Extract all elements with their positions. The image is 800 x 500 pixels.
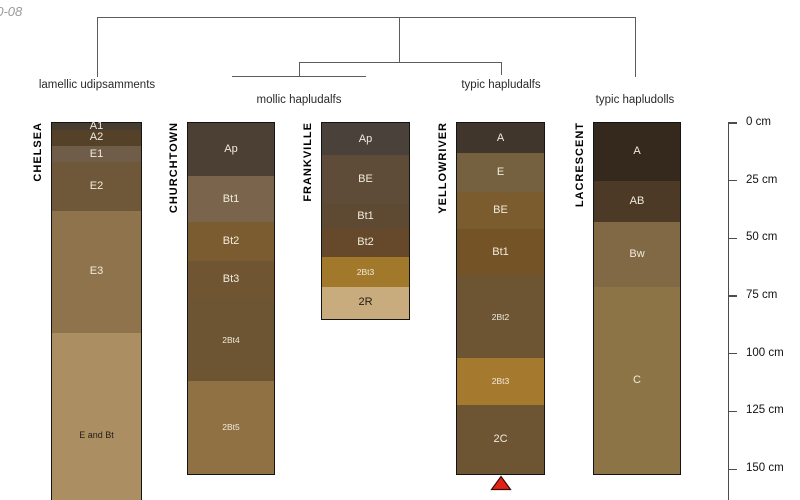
depth-tick	[728, 295, 737, 297]
horizon-band: 2Bt5	[188, 381, 274, 474]
horizon-band: E	[457, 153, 544, 193]
horizon-label: A2	[89, 131, 104, 144]
depth-tick	[728, 468, 737, 470]
horizon-band: Bt3	[188, 261, 274, 299]
dendrogram-segment	[97, 17, 635, 19]
watermark-text: 10-08	[0, 4, 23, 19]
depth-tick-label: 125 cm	[746, 404, 784, 417]
depth-tick-label: 75 cm	[746, 289, 778, 302]
horizon-label: Bt2	[357, 236, 374, 249]
horizon-band: E1	[52, 146, 141, 163]
series-name-label: FRANKVILLE	[302, 122, 314, 202]
horizon-label: 2R	[358, 296, 373, 309]
dendrogram-segment	[501, 62, 503, 75]
horizon-label: Bt3	[222, 273, 240, 286]
dendrogram-segment	[635, 17, 637, 77]
flag-marker-triangle	[490, 475, 512, 491]
horizon-label: 2Bt2	[491, 311, 510, 322]
horizon-band: 2Bt3	[322, 256, 409, 287]
horizon-band: Bt1	[457, 229, 544, 276]
depth-tick-label: 0 cm	[746, 116, 771, 128]
horizon-label: 2C	[493, 432, 508, 445]
horizon-label: A	[496, 131, 505, 144]
horizon-label: AB	[629, 194, 645, 207]
horizon-label: E2	[89, 179, 104, 192]
horizon-band: Bt1	[188, 176, 274, 223]
profile-column-yellowriver: A E BE Bt1 2Bt2 2Bt3 2C	[456, 122, 545, 475]
horizon-band: 2Bt2	[457, 275, 544, 359]
dendrogram-segment	[232, 76, 366, 78]
horizon-band: AB	[594, 180, 680, 223]
horizon-band: Bt2	[322, 229, 409, 257]
horizon-band: E2	[52, 162, 141, 211]
horizon-band: 2C	[457, 404, 544, 474]
horizon-label: Bt2	[222, 235, 240, 248]
horizon-band: Ap	[188, 123, 274, 177]
horizon-label: Bt1	[357, 209, 374, 222]
horizon-band: E3	[52, 210, 141, 333]
horizon-label: 2Bt3	[356, 266, 375, 277]
horizon-band: BE	[457, 192, 544, 230]
horizon-label: E3	[89, 265, 104, 278]
horizon-label: E and Bt	[79, 430, 114, 441]
horizon-band: A	[457, 123, 544, 153]
depth-tick	[728, 410, 737, 413]
horizon-label: E1	[89, 147, 104, 160]
horizon-label: Bt1	[492, 245, 509, 258]
horizon-label: 2Bt3	[491, 376, 510, 387]
depth-tick-label: 50 cm	[746, 231, 778, 244]
horizon-band: A	[594, 123, 680, 181]
horizon-label: 2Bt4	[222, 334, 240, 345]
horizon-band: 2Bt4	[188, 298, 274, 382]
dendrogram-segment	[399, 17, 401, 62]
horizon-band: E and Bt	[52, 333, 141, 500]
dendrogram-segment	[97, 17, 99, 77]
depth-axis-line	[728, 123, 730, 500]
depth-tick	[728, 237, 737, 239]
taxon-label: typic hapludolls	[595, 94, 675, 106]
taxon-label: typic hapludalfs	[461, 79, 541, 91]
depth-tick	[728, 122, 737, 124]
depth-tick	[728, 353, 737, 355]
horizon-band: 2Bt3	[457, 358, 544, 405]
horizon-label: Bw	[629, 248, 645, 261]
taxon-label: mollic hapludalfs	[256, 94, 342, 106]
series-name-label: CHURCHTOWN	[168, 122, 180, 214]
depth-tick-label: 100 cm	[746, 346, 784, 359]
depth-tick-label: 150 cm	[746, 462, 784, 475]
profile-column-lacrescent: A AB Bw C	[593, 122, 681, 475]
horizon-band: A2	[52, 129, 141, 147]
horizon-label: Ap	[358, 132, 373, 145]
horizon-band: Ap	[322, 123, 409, 156]
taxon-label: lamellic udipsamments	[38, 79, 156, 91]
horizon-label: C	[633, 373, 641, 386]
horizon-band: Bw	[594, 222, 680, 287]
horizon-band: A1	[52, 119, 141, 132]
depth-tick-label: 25 cm	[746, 173, 778, 186]
horizon-label: BE	[493, 204, 508, 217]
horizon-band: C	[594, 286, 680, 474]
profile-column-chelsea: A1 A2 E1 E2 E3 E and Bt	[51, 119, 142, 500]
dendrogram-segment	[299, 62, 301, 76]
horizon-band: Bt1	[322, 203, 409, 230]
horizon-label: BE	[358, 173, 373, 186]
horizon-label: Bt1	[222, 192, 240, 205]
series-name-label: CHELSEA	[32, 122, 44, 182]
series-name-label: LACRESCENT	[574, 122, 586, 208]
horizon-label: A	[633, 145, 641, 158]
horizon-band: BE	[322, 155, 409, 204]
profile-column-churchtown: Ap Bt1 Bt2 Bt3 2Bt4 2Bt5	[187, 122, 275, 475]
series-name-label: YELLOWRIVER	[437, 122, 449, 214]
horizon-label: 2Bt5	[222, 422, 240, 433]
depth-tick	[728, 180, 737, 182]
horizon-label: E	[496, 166, 505, 179]
profile-column-frankville: Ap BE Bt1 Bt2 2Bt3 2R	[321, 122, 410, 321]
horizon-label: Ap	[224, 143, 238, 156]
horizon-band: Bt2	[188, 222, 274, 262]
horizon-label: A1	[89, 119, 104, 132]
dendrogram-segment	[299, 62, 501, 64]
horizon-band: 2R	[322, 286, 409, 320]
